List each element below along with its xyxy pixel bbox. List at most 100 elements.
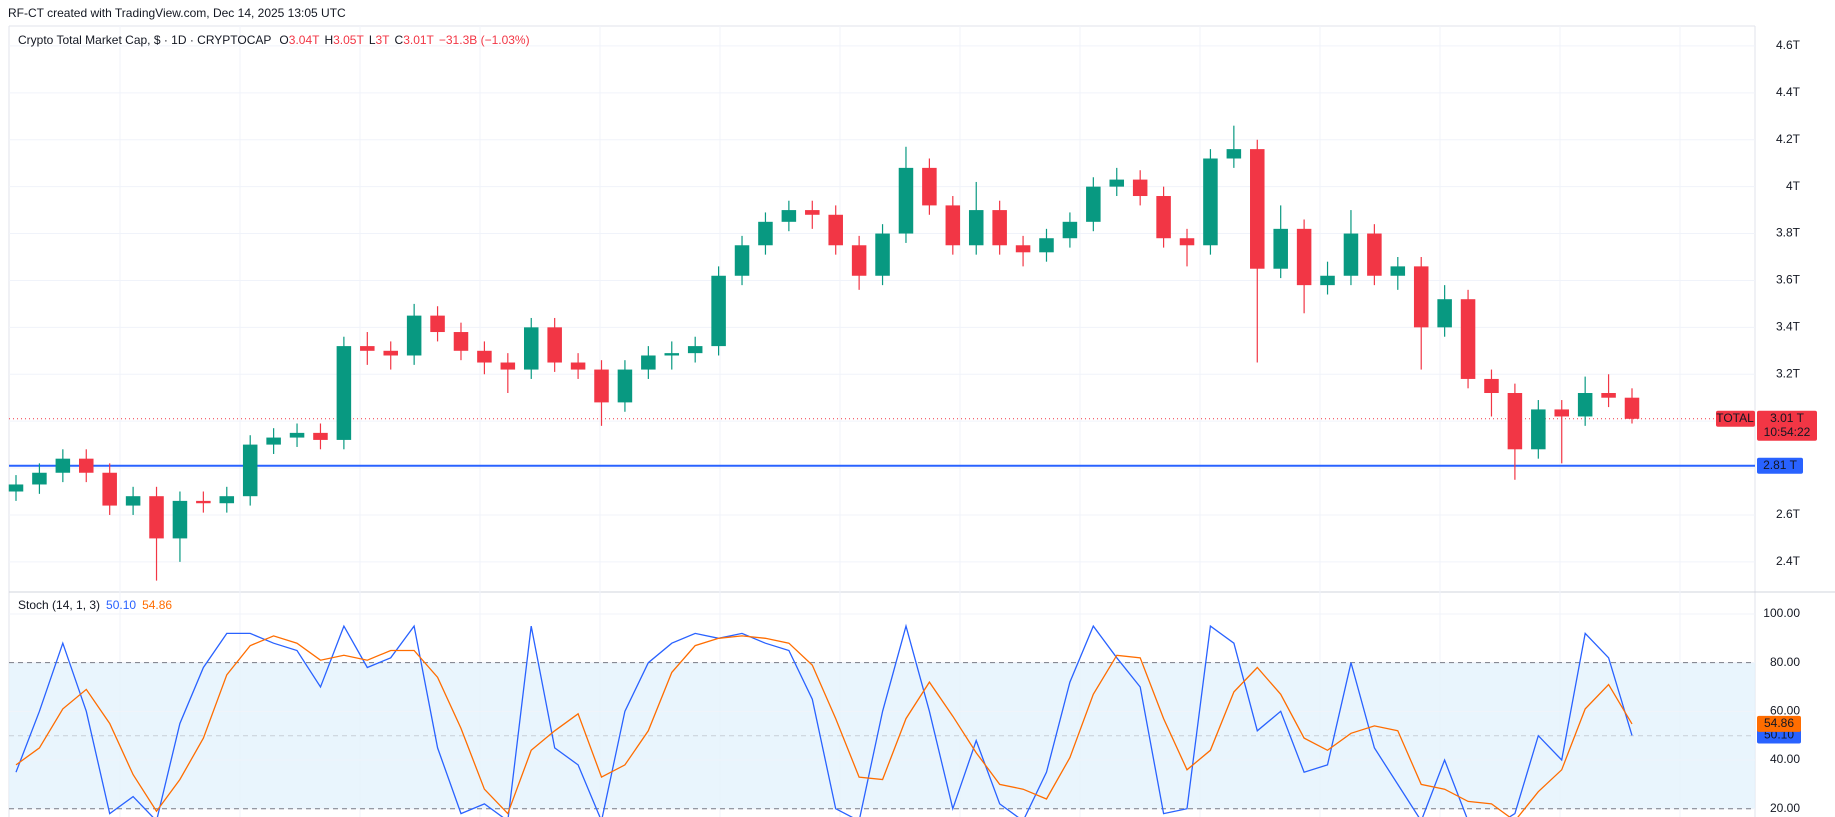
chart-title: Crypto Total Market Cap, $ · 1D · CRYPTO… <box>18 33 271 47</box>
y-tick-label: 60.00 <box>1770 704 1800 718</box>
candle-body <box>125 496 141 506</box>
stoch-line <box>15 623 1633 817</box>
candle-body <box>32 472 47 485</box>
ohlc-label: C <box>395 33 404 47</box>
price-tag <box>1757 410 1817 441</box>
y-tick-label: 80.00 <box>1770 655 1800 669</box>
y-tick-label: 2.6T <box>1776 507 1801 521</box>
candle-body <box>523 327 539 370</box>
candle-body <box>8 484 24 492</box>
countdown-label: 10:54:22 <box>1764 425 1811 439</box>
candle-body <box>242 444 258 497</box>
y-tick-label: 3.4T <box>1776 320 1801 334</box>
candle-body <box>1273 228 1288 269</box>
candle-body <box>1109 179 1125 187</box>
ohlc-label: O <box>279 33 288 47</box>
candle-body <box>289 432 305 438</box>
ohlc-label: L <box>369 33 376 47</box>
indicator-value: 50.10 <box>106 598 136 612</box>
candle-body <box>1039 238 1054 253</box>
candle-body <box>992 210 1007 246</box>
y-tick-label: 4.2T <box>1776 132 1801 146</box>
ohlc-value: 3.05T <box>333 33 364 47</box>
candle-body <box>1484 378 1499 394</box>
candle-body <box>641 355 656 370</box>
candle-body <box>383 350 398 356</box>
candle-body <box>828 214 843 246</box>
candle-body <box>922 167 937 206</box>
candle-body <box>851 245 867 276</box>
y-tick-label: 40.00 <box>1770 752 1800 766</box>
candle-body <box>1577 393 1593 417</box>
symbol-label: TOTAL <box>1716 411 1754 425</box>
candle-body <box>570 362 586 370</box>
candle-body <box>79 458 94 473</box>
candle-body <box>898 167 914 234</box>
change-value: −31.3B (−1.03%) <box>439 33 530 47</box>
candle-body <box>664 353 680 356</box>
candle-body <box>734 245 750 276</box>
candle-body <box>594 369 609 403</box>
candle-body <box>758 221 773 246</box>
candle-body <box>711 275 726 347</box>
watermark-title: RF-CT created with TradingView.com, Dec … <box>8 6 346 20</box>
ohlc-label: H <box>324 33 333 47</box>
ohlc-value: 3.04T <box>289 33 320 47</box>
y-tick-label: 4T <box>1786 179 1801 193</box>
candle-body <box>360 346 375 351</box>
candle-body <box>477 350 492 363</box>
candle-body <box>336 346 352 440</box>
candle-body <box>1226 149 1242 159</box>
candle-body <box>1554 409 1569 417</box>
candle-body <box>968 210 984 246</box>
candle-body <box>1296 228 1312 286</box>
candle-body <box>453 332 469 351</box>
candle-body <box>1015 245 1031 253</box>
indicator-value: 54.86 <box>142 598 172 612</box>
candle-body <box>1390 266 1406 276</box>
y-tick-label: 3.6T <box>1776 273 1801 287</box>
candle-body <box>172 500 188 539</box>
candle-body <box>617 369 633 403</box>
candle-body <box>406 315 422 356</box>
candle-body <box>196 500 211 504</box>
candle-body <box>1413 266 1429 328</box>
candle-body <box>1156 196 1171 239</box>
y-tick-label: 2.4T <box>1776 554 1801 568</box>
y-tick-label: 3.8T <box>1776 226 1801 240</box>
candle-body <box>875 233 890 276</box>
candle-body <box>313 432 328 440</box>
candle-body <box>1507 393 1523 450</box>
legend: Stoch (14, 1, 3) 50.10 54.86 <box>18 598 172 612</box>
candle-body <box>945 205 961 246</box>
candle-body <box>1624 397 1640 419</box>
candle-body <box>1179 238 1195 246</box>
candle-body <box>1250 149 1265 269</box>
price-label: 3.01 T <box>1770 411 1804 425</box>
candle-body <box>1367 233 1382 276</box>
candle-body <box>687 346 703 354</box>
y-tick-label: 100.00 <box>1763 606 1800 620</box>
candle-body <box>430 315 445 333</box>
symbol-tag <box>1716 410 1755 427</box>
y-tick-label: 4.6T <box>1776 38 1801 52</box>
y-tick-label: 4.4T <box>1776 85 1801 99</box>
value-tag-label: 54.86 <box>1764 716 1794 730</box>
stoch-line <box>15 635 1633 817</box>
y-tick-label: 3.2T <box>1776 366 1801 380</box>
candle-body <box>102 472 117 506</box>
candle-body <box>1460 299 1476 379</box>
candle-body <box>55 458 71 473</box>
candle-body <box>547 327 562 363</box>
candle-body <box>1601 393 1616 398</box>
candle-body <box>219 496 235 504</box>
candle-body <box>1320 275 1335 286</box>
candle-body <box>1086 186 1101 222</box>
indicator-title: Stoch (14, 1, 3) <box>18 598 100 612</box>
level-label: 2.81 T <box>1763 458 1797 472</box>
value-tag <box>1757 715 1801 732</box>
ohlc-value: 3T <box>376 33 391 47</box>
legend: Crypto Total Market Cap, $ · 1D · CRYPTO… <box>18 33 530 47</box>
